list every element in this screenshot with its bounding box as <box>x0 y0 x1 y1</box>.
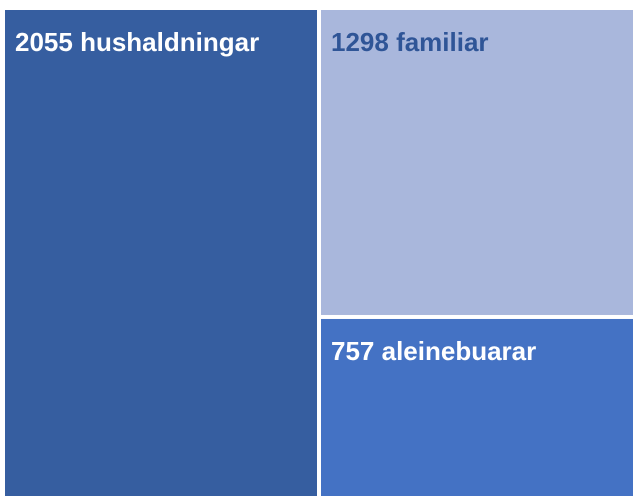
treemap-tile <box>321 10 633 315</box>
tile-label: 2055 hushaldningar <box>15 27 259 57</box>
treemap-tile <box>321 318 633 496</box>
treemap-tile <box>5 10 317 496</box>
tile-label: 1298 familiar <box>331 27 489 57</box>
tile-label: 757 aleinebuarar <box>331 336 536 366</box>
